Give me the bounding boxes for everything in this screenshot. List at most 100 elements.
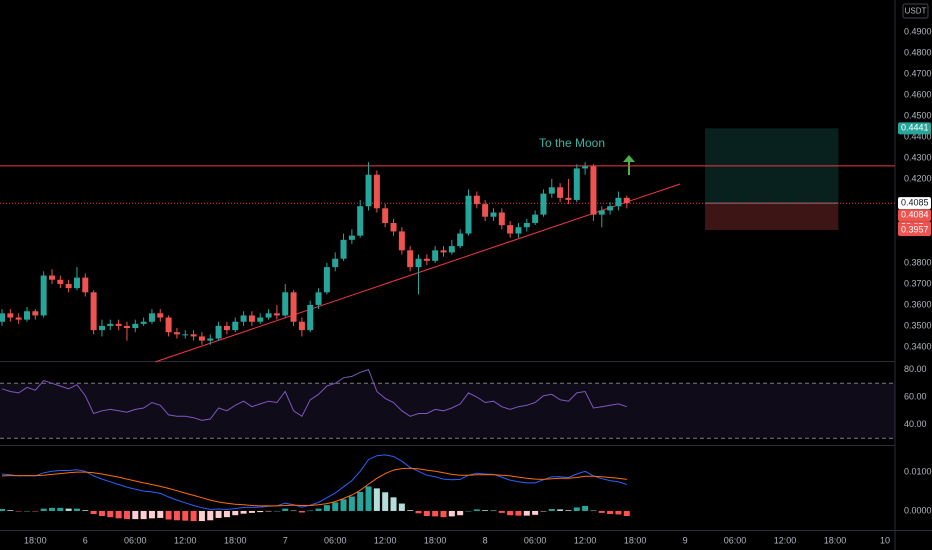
macd-histogram-bar (273, 510, 280, 512)
candle-body (40, 275, 47, 316)
macd-histogram-bar (615, 510, 622, 515)
candle-body (223, 325, 230, 331)
y-tick-label: 0.4400 (904, 131, 932, 141)
x-tick-label: 9 (683, 535, 688, 545)
macd-histogram-bar (540, 510, 547, 512)
macd-histogram-bar (590, 510, 597, 512)
x-tick-label: 6 (83, 535, 88, 545)
macd-histogram-bar (315, 508, 322, 511)
macd-histogram-bar (98, 510, 105, 516)
macd-histogram-bar (507, 510, 514, 516)
candle-body (448, 246, 455, 253)
macd-histogram-bar (40, 508, 47, 511)
candle-body (607, 206, 614, 211)
candle-body (615, 197, 622, 207)
macd-histogram-bar (198, 510, 205, 522)
candle-body (248, 315, 255, 322)
rsi-band (0, 383, 895, 439)
macd-histogram-bar (440, 510, 447, 518)
candle-body (357, 206, 364, 236)
x-tick-label: 06:00 (524, 535, 547, 545)
candle-body (123, 325, 130, 329)
macd-histogram-bar (515, 510, 522, 516)
x-tick-label: 8 (483, 535, 488, 545)
last-price-label: 0.4084 (901, 210, 929, 220)
x-tick-label: 10 (880, 535, 890, 545)
candle-body (148, 313, 155, 322)
macd-histogram-bar (557, 509, 564, 511)
macd-tick-label: 0.0000 (904, 505, 932, 515)
candle-body (373, 174, 380, 209)
macd-histogram-bar (190, 510, 197, 522)
candle-body (482, 204, 489, 217)
macd-histogram-bar (282, 508, 289, 511)
macd-histogram-bar (232, 510, 239, 516)
candle-body (240, 315, 247, 322)
macd-histogram-bar (223, 510, 230, 518)
macd-histogram-bar (623, 510, 630, 516)
x-tick-label: 06:00 (324, 535, 347, 545)
macd-histogram-bar (565, 510, 572, 511)
candle-body (523, 223, 530, 228)
macd-histogram-bar (57, 507, 64, 511)
stop-badge (898, 223, 931, 236)
macd-tick-label: 0.0100 (904, 466, 932, 476)
macd-histogram-bar (473, 509, 480, 511)
candle-body (415, 258, 422, 268)
candle-body (590, 166, 597, 215)
candle-body (48, 275, 55, 280)
x-tick-label: 06:00 (724, 535, 747, 545)
candle-body (290, 292, 297, 322)
candle-body (132, 323, 139, 329)
macd-histogram-bar (107, 510, 114, 518)
macd-histogram-bar (182, 510, 189, 521)
macd-histogram-bar (298, 510, 305, 513)
macd-histogram-bar (140, 510, 147, 520)
macd-histogram-bar (132, 510, 139, 520)
macd-histogram-bar (465, 510, 472, 512)
stop-label: 0.3957 (901, 224, 929, 234)
x-tick-label: 12:00 (374, 535, 397, 545)
macd-histogram-bar (332, 502, 339, 511)
macd-histogram-bar (607, 510, 614, 515)
candle-body (340, 239, 347, 259)
stop-zone (705, 203, 839, 230)
candle-body (107, 323, 114, 326)
rsi-line (1, 368, 627, 421)
candle-body (32, 311, 39, 316)
candle-body (598, 210, 605, 215)
macd-histogram-bar (115, 510, 122, 519)
macd-histogram-bar (348, 496, 355, 511)
candle-body (298, 321, 305, 331)
entry-badge (898, 197, 931, 210)
y-tick-label: 0.3700 (904, 278, 932, 288)
candle-body (465, 195, 472, 234)
x-tick-label: 12:00 (174, 535, 197, 545)
candle-body (582, 166, 589, 169)
macd-histogram-bar (32, 510, 39, 512)
macd-histogram-bar (365, 486, 372, 511)
macd-histogram-bar (382, 492, 389, 511)
macd-histogram-bar (573, 507, 580, 511)
macd-histogram-bar (448, 510, 455, 517)
candle-body (0, 313, 5, 322)
candle-body (457, 233, 464, 247)
macd-histogram-bar (157, 510, 164, 518)
candle-body (115, 323, 122, 326)
macd-histogram-bar (48, 507, 55, 511)
y-tick-label: 0.4500 (904, 110, 932, 120)
x-tick-label: 12:00 (774, 535, 797, 545)
macd-histogram-bar (415, 510, 422, 514)
x-tick-label: 18:00 (624, 535, 647, 545)
y-tick-label: 0.4900 (904, 26, 932, 36)
candle-body (232, 321, 239, 331)
candle-body (507, 225, 514, 234)
candle-body (23, 311, 30, 320)
candle-body (57, 279, 64, 284)
x-tick-label: 7 (283, 535, 288, 545)
macd-histogram-bar (432, 510, 439, 517)
y-tick-label: 0.4800 (904, 47, 932, 57)
candle-body (348, 235, 355, 240)
macd-histogram-bar (390, 497, 397, 511)
